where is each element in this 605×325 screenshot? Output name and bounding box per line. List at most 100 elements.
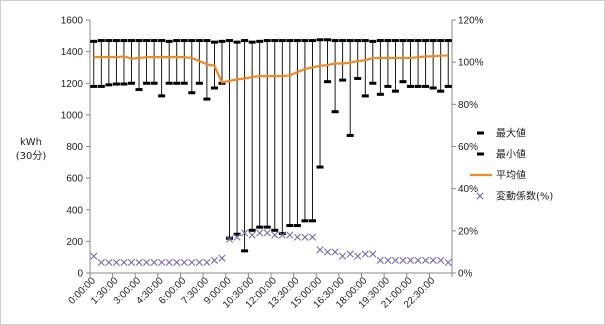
max-marker <box>256 39 264 43</box>
min-marker <box>120 82 128 86</box>
max-marker <box>376 39 384 43</box>
y-left-tick-label: 400 <box>66 205 83 216</box>
min-marker <box>331 110 339 114</box>
y-right-tick-label: 120% <box>458 16 484 27</box>
cv-point <box>429 256 437 264</box>
y-left-tick-label: 1400 <box>61 47 84 58</box>
cv-point <box>97 258 105 267</box>
min-marker <box>241 249 249 253</box>
cv-point <box>165 258 173 267</box>
max-marker <box>324 38 332 42</box>
y-left-tick-label: 1600 <box>61 16 84 27</box>
y-left-tick-label: 1000 <box>61 110 84 121</box>
min-marker <box>399 80 407 84</box>
cv-point <box>225 235 234 243</box>
max-marker <box>203 39 211 43</box>
min-marker <box>391 89 399 93</box>
cv-point <box>384 256 392 264</box>
legend-cv: 変動係数(%) <box>476 190 553 203</box>
min-marker <box>354 77 362 81</box>
legend-label: 最小値 <box>496 148 526 161</box>
cv-point <box>150 258 158 267</box>
min-marker <box>210 86 218 90</box>
max-marker <box>210 40 218 44</box>
max-marker <box>369 39 377 43</box>
min-marker <box>143 81 151 85</box>
max-marker <box>127 39 135 43</box>
cv-point <box>354 252 362 260</box>
cv-point <box>422 256 430 264</box>
plot-area: 0 200 400 600 800 1000 1200 1400 1600 0% 20% 40% 60%… <box>61 16 484 311</box>
max-marker <box>444 39 452 43</box>
max-marker <box>339 39 347 43</box>
min-marker <box>112 82 120 86</box>
cv-point <box>112 258 120 267</box>
max-marker <box>407 39 415 43</box>
max-marker <box>195 39 203 43</box>
max-marker <box>422 39 430 43</box>
min-marker <box>263 225 271 229</box>
cv-point <box>173 258 181 267</box>
average-line <box>93 54 449 84</box>
min-marker <box>256 225 264 229</box>
min-marker <box>346 133 354 137</box>
y-left-tick-label: 800 <box>66 142 83 153</box>
max-marker <box>429 39 437 43</box>
y-axis-label: kWh (30分) <box>16 137 47 162</box>
min-marker <box>407 84 415 88</box>
min-marker <box>301 219 309 223</box>
cv-point <box>376 256 384 264</box>
y-right-tick-label: 0% <box>458 269 473 280</box>
max-marker <box>346 39 354 43</box>
max-marker <box>391 39 399 43</box>
cv-point <box>188 258 196 267</box>
cv-point <box>158 258 166 267</box>
cv-point <box>406 256 415 264</box>
cv-point <box>346 250 354 258</box>
min-marker <box>226 236 234 240</box>
min-marker <box>195 81 203 85</box>
max-marker <box>271 39 279 43</box>
min-marker <box>150 81 158 85</box>
min-marker <box>278 231 286 235</box>
max-marker <box>90 39 98 43</box>
min-marker <box>308 219 316 223</box>
max-marker <box>308 39 316 43</box>
min-marker <box>414 84 422 88</box>
legend-average: 平均値 <box>470 169 526 182</box>
cv-point <box>293 233 301 241</box>
min-marker <box>173 81 181 85</box>
min-marker <box>429 86 437 90</box>
max-marker <box>384 39 392 43</box>
min-marker <box>165 81 173 85</box>
max-marker <box>165 39 173 43</box>
cv-point <box>271 231 279 239</box>
cv-point <box>339 252 347 260</box>
cv-point <box>278 231 286 239</box>
legend-min: 最小値 <box>477 148 526 161</box>
min-marker <box>339 78 347 82</box>
max-marker <box>112 39 120 43</box>
min-marker <box>105 83 113 87</box>
min-marker <box>90 84 98 88</box>
cv-point <box>203 258 211 267</box>
max-marker <box>354 39 362 43</box>
y-right-tick-label: 20% <box>458 226 478 237</box>
max-marker <box>150 39 158 43</box>
cv-point <box>120 258 128 267</box>
max-marker <box>135 39 143 43</box>
min-marker <box>376 92 384 96</box>
max-marker <box>143 39 151 43</box>
min-marker <box>422 84 430 88</box>
min-marker <box>158 94 166 98</box>
cv-point <box>399 256 407 264</box>
max-marker <box>263 39 271 43</box>
max-marker <box>286 39 294 43</box>
max-marker <box>226 39 234 43</box>
cv-point <box>361 250 369 258</box>
max-marker <box>120 39 128 43</box>
cv-point <box>135 258 143 267</box>
min-marker <box>135 88 143 92</box>
